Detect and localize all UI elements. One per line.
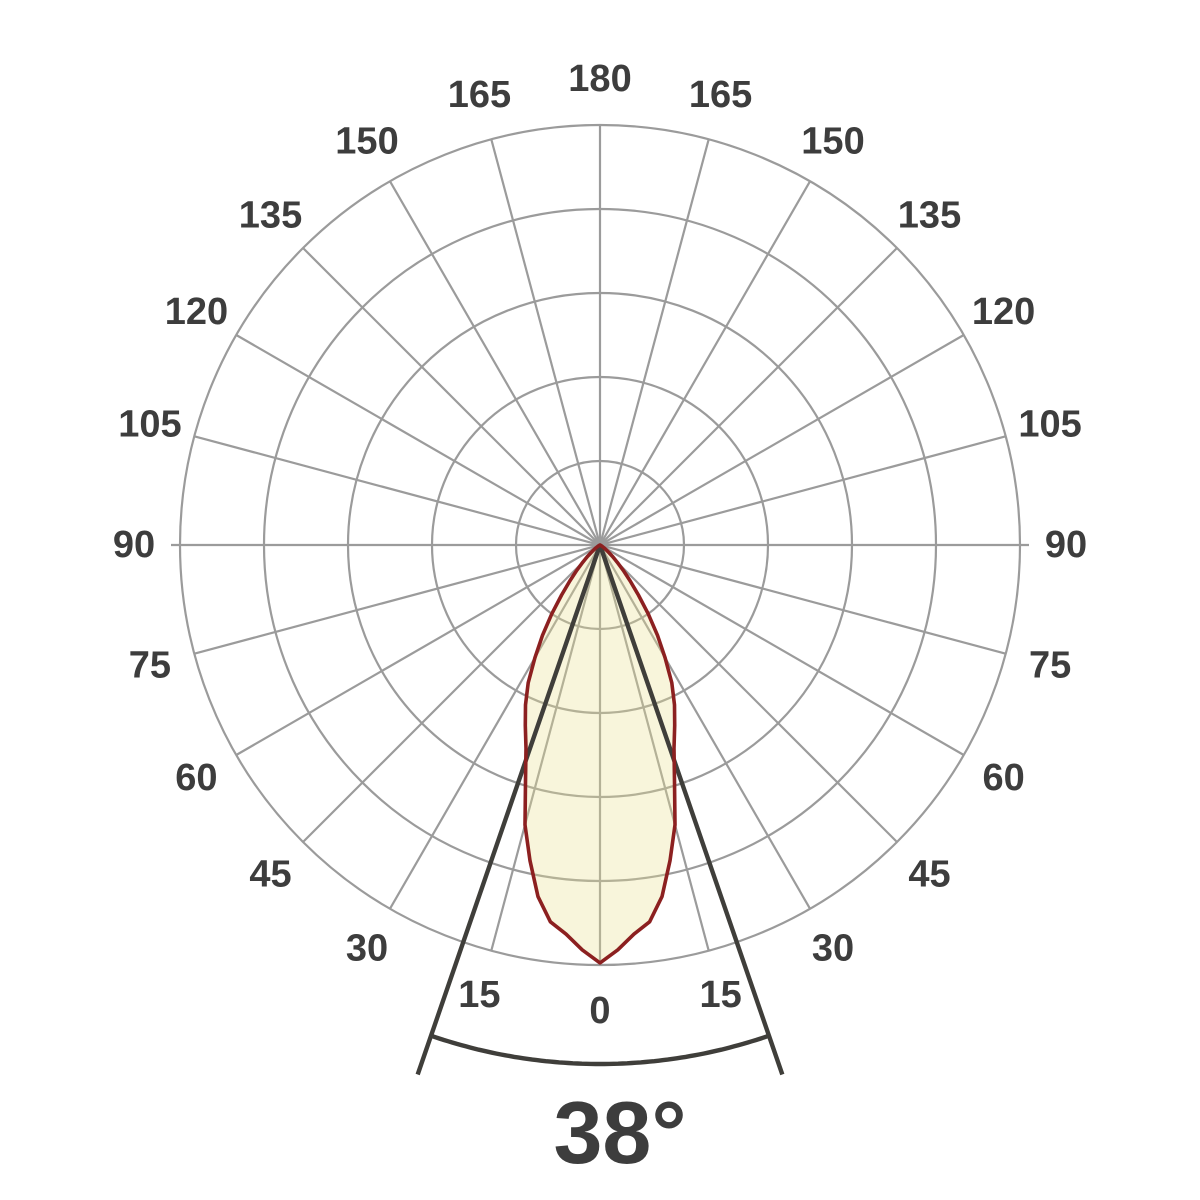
intensity-lobe (525, 545, 675, 963)
grid-ray (599, 544, 965, 756)
grid-ray (599, 543, 1006, 655)
grid-ray (599, 544, 898, 843)
angle-label-150-left: 150 (335, 120, 398, 162)
angle-label-45-right: 45 (908, 854, 950, 896)
grid-ray (389, 544, 601, 910)
angle-label-45-left: 45 (249, 854, 291, 896)
angle-label-165-left: 165 (448, 74, 511, 116)
beam-angle-line-left (415, 544, 603, 1076)
grid-ray (598, 544, 710, 951)
angle-label-90-left: 90 (113, 524, 155, 566)
grid-ray (490, 139, 602, 546)
angle-label-60-right: 60 (982, 757, 1024, 799)
beam-angle-label: 38° (553, 1083, 686, 1182)
angle-label-75-right: 75 (1029, 645, 1071, 687)
grid-ray (235, 544, 601, 756)
intensity-lobe-stroke (523, 543, 677, 965)
angle-label-120-right: 120 (972, 291, 1035, 333)
grid-ray (599, 544, 811, 910)
grid-ray (599, 180, 811, 546)
beam-angle-lines (415, 544, 785, 1076)
angle-label-90-right: 90 (1045, 524, 1087, 566)
angle-label-165-right: 165 (689, 74, 752, 116)
angle-label-105-left: 105 (118, 403, 181, 445)
grid-ray (599, 334, 965, 546)
intensity-lobe-outline (523, 543, 677, 965)
angle-labels: 0 15 15 30 30 45 45 60 60 75 75 90 90 105 105 120 120 135… (113, 58, 1087, 1032)
angle-label-30-left: 30 (346, 928, 388, 970)
polar-grid (171, 123, 1029, 967)
grid-ray (235, 334, 601, 546)
angle-label-135-right: 135 (898, 195, 961, 237)
beam-angle-line-right (597, 544, 785, 1076)
grid-ray (389, 180, 601, 546)
angle-label-30-right: 30 (812, 928, 854, 970)
intensity-lobe-fill (525, 545, 675, 963)
angle-label-15-left: 15 (458, 974, 500, 1016)
beam-angle-arc (430, 1033, 770, 1067)
angle-label-75-left: 75 (129, 645, 171, 687)
angle-label-0: 0 (589, 990, 610, 1032)
grid-ray (302, 544, 601, 843)
angle-label-180: 180 (568, 58, 631, 100)
angle-label-60-left: 60 (175, 757, 217, 799)
angle-label-120-left: 120 (165, 291, 228, 333)
grid-ray (599, 435, 1006, 547)
grid-ray (194, 543, 601, 655)
grid-ray (490, 544, 602, 951)
grid-ray (194, 435, 601, 547)
angle-label-135-left: 135 (239, 195, 302, 237)
grid-ray (302, 247, 601, 546)
angle-label-105-right: 105 (1018, 403, 1081, 445)
grid-ray (599, 247, 898, 546)
grid-ray (598, 139, 710, 546)
angle-label-15-right: 15 (699, 974, 741, 1016)
angle-label-150-right: 150 (801, 120, 864, 162)
